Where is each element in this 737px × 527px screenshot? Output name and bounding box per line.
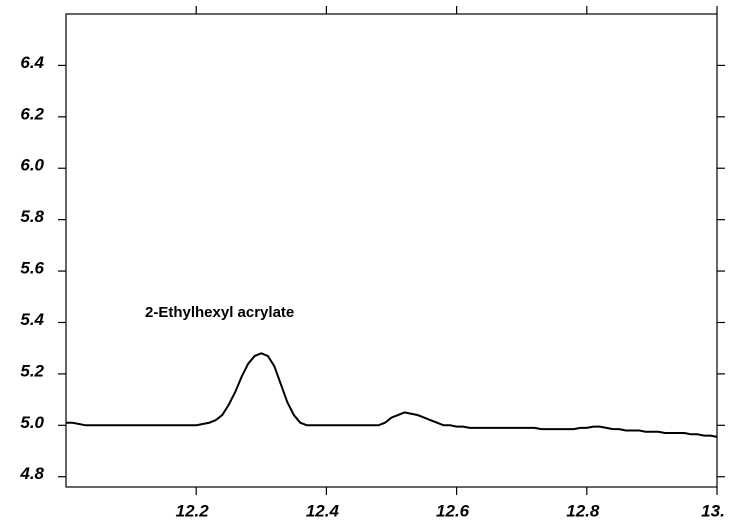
y-tick-label: 5.8 xyxy=(20,207,44,226)
y-tick-label: 5.2 xyxy=(20,361,44,380)
y-tick-label: 5.4 xyxy=(20,310,44,329)
x-tick-label: 13. xyxy=(701,501,725,520)
y-tick-label: 4.8 xyxy=(19,464,44,483)
y-tick-label: 6.0 xyxy=(20,156,44,175)
x-tick-label: 12.2 xyxy=(176,501,210,520)
x-tick-label: 12.4 xyxy=(306,501,340,520)
chromatogram-trace xyxy=(66,352,718,438)
y-tick-label: 5.6 xyxy=(20,259,44,278)
plot-frame xyxy=(65,13,718,488)
x-tick-label: 12.8 xyxy=(566,501,600,520)
x-tick-label: 12.6 xyxy=(436,501,470,520)
y-tick-label: 5.0 xyxy=(20,413,44,432)
y-tick-label: 6.4 xyxy=(20,53,44,72)
peak-annotation: 2-Ethylhexyl acrylate xyxy=(145,304,294,321)
y-tick-label: 6.2 xyxy=(20,104,44,123)
